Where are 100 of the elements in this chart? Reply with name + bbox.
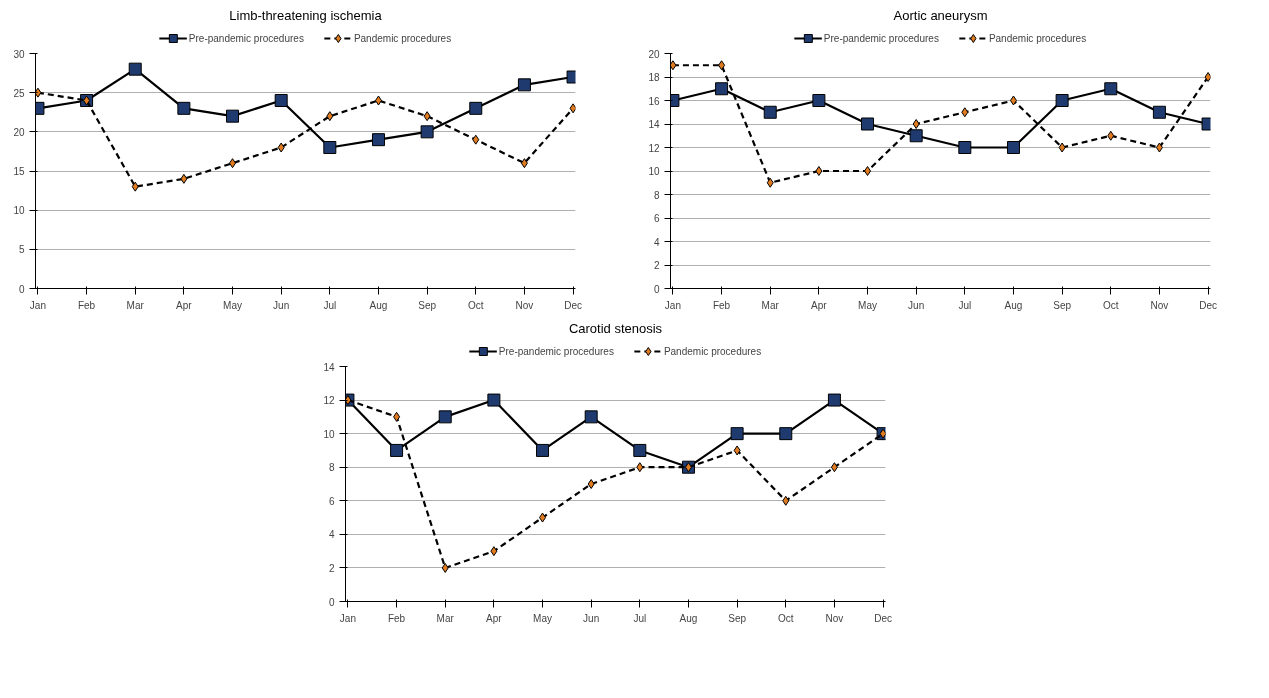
point (469, 101, 483, 115)
point (520, 158, 528, 169)
y-tick-label: 14 (323, 361, 335, 373)
x-tick-label: Jun (273, 299, 290, 311)
point (763, 105, 777, 119)
point (1006, 141, 1020, 154)
point (539, 512, 547, 523)
point (827, 393, 841, 407)
point (1107, 130, 1115, 141)
point (177, 101, 191, 115)
point (1009, 95, 1017, 106)
y-tick-label: 4 (328, 529, 335, 541)
point (420, 125, 434, 139)
x-tick-label: Feb (77, 299, 96, 311)
x-tick-label: Sep (728, 612, 747, 624)
legend-label: Pre-pandemic procedures (823, 32, 939, 44)
point (1058, 142, 1066, 153)
y-tick-label: 10 (323, 428, 335, 440)
point (733, 445, 741, 456)
point (423, 111, 431, 122)
y-tick-label: 14 (648, 119, 660, 130)
point (180, 173, 188, 184)
x-tick-label: May (533, 612, 552, 624)
point (487, 393, 501, 407)
y-tick-label: 12 (323, 395, 335, 407)
x-tick-label: Jan (339, 612, 356, 624)
point (393, 411, 401, 422)
x-tick-label: Feb (712, 299, 731, 311)
y-tick-label: 12 (648, 142, 660, 154)
y-tick-label: 20 (13, 126, 25, 138)
x-tick-label: Feb (387, 612, 406, 624)
y-tick-label: 2 (653, 260, 660, 271)
point (730, 427, 744, 441)
legend-label: Pandemic procedures (988, 32, 1087, 44)
point (782, 495, 790, 506)
legend-label: Pandemic procedures (663, 345, 762, 357)
x-tick-label: Dec (874, 612, 892, 624)
x-tick-label: Jan (29, 299, 46, 311)
point (912, 119, 920, 129)
y-tick-label: 18 (648, 72, 660, 83)
point (909, 129, 923, 143)
point (864, 166, 872, 176)
point (961, 107, 969, 118)
y-tick-label: 6 (328, 495, 335, 507)
point (584, 410, 598, 424)
x-tick-label: Nov (515, 299, 534, 311)
x-tick-label: Dec (1199, 299, 1217, 311)
x-tick-label: Aug (1004, 299, 1023, 311)
point (633, 443, 647, 457)
point (861, 117, 875, 131)
point (371, 133, 385, 147)
x-tick-label: Oct (777, 612, 794, 624)
point (323, 141, 337, 154)
x-tick-label: Dec (564, 299, 582, 311)
y-tick-label: 2 (328, 562, 335, 574)
y-tick-label: 8 (653, 189, 660, 201)
x-tick-label: Oct (1102, 299, 1119, 311)
point (441, 562, 449, 573)
y-tick-label: 4 (653, 236, 660, 248)
x-tick-label: Jul (958, 299, 972, 311)
y-tick-label: 30 (13, 48, 25, 60)
x-tick-label: Sep (418, 299, 437, 311)
x-tick-label: Apr (486, 612, 503, 624)
legend-label: Pre-pandemic procedures (498, 345, 614, 357)
point (718, 60, 726, 71)
y-tick-label: 16 (648, 95, 660, 107)
y-tick-label: 0 (328, 596, 335, 608)
y-tick-label: 10 (648, 166, 660, 177)
x-tick-label: Nov (825, 612, 844, 624)
x-tick-label: Aug (679, 612, 698, 624)
x-tick-label: Jan (664, 299, 681, 311)
x-tick-label: Apr (811, 299, 828, 311)
chart-title: Carotid stenosis (568, 320, 663, 336)
point (1155, 142, 1163, 153)
point (636, 462, 644, 473)
point (1204, 72, 1211, 82)
point (326, 111, 334, 122)
point (766, 177, 774, 188)
point (536, 443, 550, 457)
x-tick-label: Jun (908, 299, 925, 311)
point (390, 443, 404, 457)
point (517, 78, 531, 92)
x-tick-label: Nov (1150, 299, 1169, 311)
x-tick-label: Aug (369, 299, 388, 311)
x-tick-label: Jun (583, 612, 600, 624)
point (277, 142, 285, 153)
y-tick-label: 6 (653, 213, 660, 224)
x-tick-label: May (858, 299, 877, 311)
y-tick-label: 8 (328, 462, 335, 474)
legend-label: Pandemic procedures (353, 32, 452, 44)
point (812, 94, 826, 107)
point (374, 95, 382, 106)
x-tick-label: Jul (323, 299, 337, 311)
point (472, 134, 480, 145)
y-tick-label: 25 (13, 87, 25, 99)
legend-label: Pre-pandemic procedures (188, 32, 304, 44)
y-tick-label: 20 (648, 48, 660, 60)
point (815, 166, 823, 176)
point (715, 82, 729, 96)
point (128, 62, 142, 76)
